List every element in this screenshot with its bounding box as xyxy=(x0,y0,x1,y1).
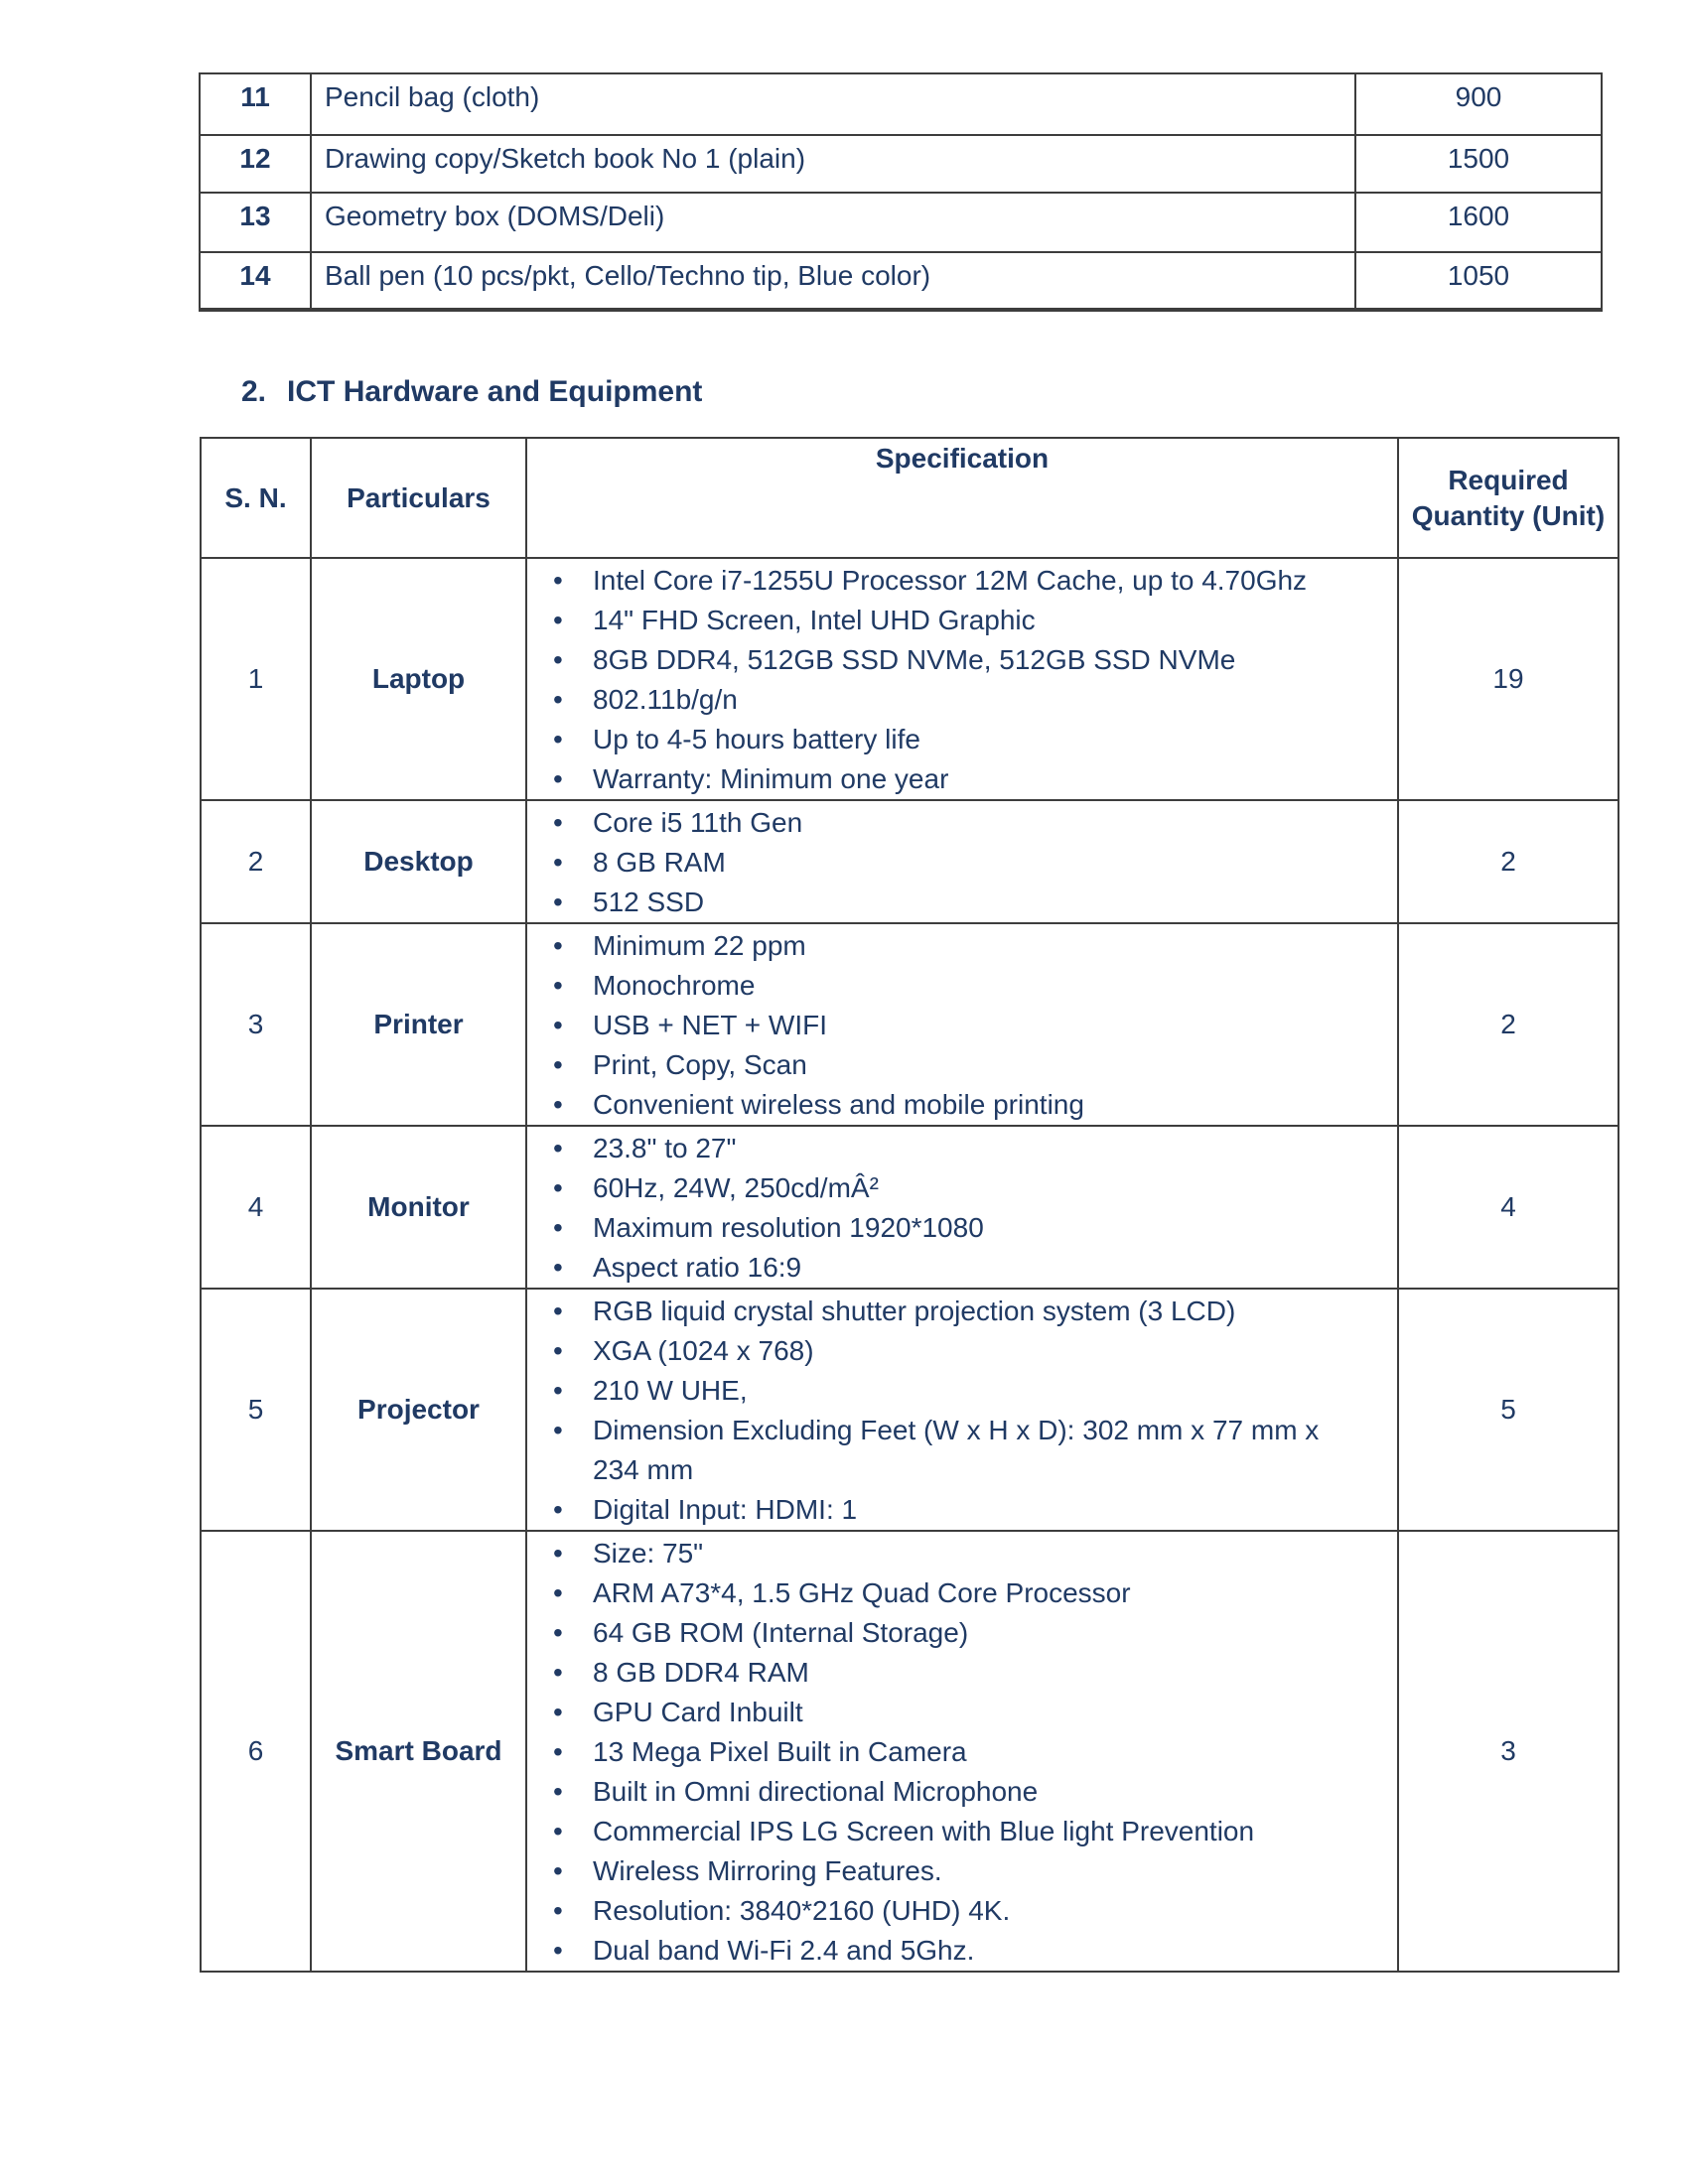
spec-item: 802.11b/g/n xyxy=(528,680,1396,720)
row-number: 1 xyxy=(200,557,312,801)
spec-item: Resolution: 3840*2160 (UHD) 4K. xyxy=(528,1891,1396,1931)
specification-cell: Intel Core i7-1255U Processor 12M Cache,… xyxy=(525,557,1399,801)
ict-hardware-table: S. N. Particulars Specification Required… xyxy=(200,437,1619,1973)
spec-item: 14" FHD Screen, Intel UHD Graphic xyxy=(528,601,1396,640)
section-heading: 2. ICT Hardware and Equipment xyxy=(241,375,702,409)
spec-item: Core i5 11th Gen xyxy=(528,803,1396,843)
header-row: S. N. Particulars Specification Required… xyxy=(200,437,1619,559)
spec-item: Minimum 22 ppm xyxy=(528,926,1396,966)
spec-list: Core i5 11th Gen 8 GB RAM 512 SSD xyxy=(528,803,1396,921)
spec-item: USB + NET + WIFI xyxy=(528,1006,1396,1045)
spec-item: 8GB DDR4, 512GB SSD NVMe, 512GB SSD NVMe xyxy=(528,640,1396,680)
spec-item: 13 Mega Pixel Built in Camera xyxy=(528,1732,1396,1772)
spec-list: Size: 75" ARM A73*4, 1.5 GHz Quad Core P… xyxy=(528,1534,1396,1970)
row-number: 4 xyxy=(200,1125,312,1290)
row-number: 13 xyxy=(199,192,312,253)
spec-list: Minimum 22 ppm Monochrome USB + NET + WI… xyxy=(528,926,1396,1124)
specification-cell: Size: 75" ARM A73*4, 1.5 GHz Quad Core P… xyxy=(525,1530,1399,1973)
table-row-projector: 5 Projector RGB liquid crystal shutter p… xyxy=(200,1288,1619,1532)
spec-item: 8 GB DDR4 RAM xyxy=(528,1653,1396,1693)
item-quantity: 1050 xyxy=(1354,251,1603,312)
spec-item: Monochrome xyxy=(528,966,1396,1006)
spec-item: Up to 4-5 hours battery life xyxy=(528,720,1396,759)
item-name: Pencil bag (cloth) xyxy=(310,72,1356,136)
particulars: Projector xyxy=(310,1288,527,1532)
row-number: 5 xyxy=(200,1288,312,1532)
item-name: Ball pen (10 pcs/pkt, Cello/Techno tip, … xyxy=(310,251,1356,312)
item-quantity: 1600 xyxy=(1354,192,1603,253)
section-title: ICT Hardware and Equipment xyxy=(287,375,703,408)
table-row-smart-board: 6 Smart Board Size: 75" ARM A73*4, 1.5 G… xyxy=(200,1530,1619,1973)
specification-cell: RGB liquid crystal shutter projection sy… xyxy=(525,1288,1399,1532)
spec-item: RGB liquid crystal shutter projection sy… xyxy=(528,1292,1396,1331)
col-header-specification: Specification xyxy=(525,437,1399,559)
table-row-laptop: 1 Laptop Intel Core i7-1255U Processor 1… xyxy=(200,557,1619,801)
required-quantity: 5 xyxy=(1397,1288,1619,1532)
table-row: 12 Drawing copy/Sketch book No 1 (plain)… xyxy=(199,134,1603,194)
spec-item: 60Hz, 24W, 250cd/mÂ² xyxy=(528,1168,1396,1208)
spec-item: Size: 75" xyxy=(528,1534,1396,1573)
spec-item: 8 GB RAM xyxy=(528,843,1396,883)
spec-item: Digital Input: HDMI: 1 xyxy=(528,1490,1396,1529)
specification-cell: Core i5 11th Gen 8 GB RAM 512 SSD xyxy=(525,799,1399,924)
table-row-desktop: 2 Desktop Core i5 11th Gen 8 GB RAM 512 … xyxy=(200,799,1619,924)
particulars: Laptop xyxy=(310,557,527,801)
required-quantity: 19 xyxy=(1397,557,1619,801)
table-row-printer: 3 Printer Minimum 22 ppm Monochrome USB … xyxy=(200,922,1619,1127)
item-quantity: 1500 xyxy=(1354,134,1603,194)
spec-item: 23.8" to 27" xyxy=(528,1129,1396,1168)
spec-item: ARM A73*4, 1.5 GHz Quad Core Processor xyxy=(528,1573,1396,1613)
specification-cell: 23.8" to 27" 60Hz, 24W, 250cd/mÂ² Maximu… xyxy=(525,1125,1399,1290)
required-quantity: 4 xyxy=(1397,1125,1619,1290)
row-number: 14 xyxy=(199,251,312,312)
specification-cell: Minimum 22 ppm Monochrome USB + NET + WI… xyxy=(525,922,1399,1127)
row-number: 2 xyxy=(200,799,312,924)
table-row: 14 Ball pen (10 pcs/pkt, Cello/Techno ti… xyxy=(199,251,1603,312)
spec-list: Intel Core i7-1255U Processor 12M Cache,… xyxy=(528,561,1396,798)
table-row: 13 Geometry box (DOMS/Deli) 1600 xyxy=(199,192,1603,253)
spec-item: 64 GB ROM (Internal Storage) xyxy=(528,1613,1396,1653)
item-name: Drawing copy/Sketch book No 1 (plain) xyxy=(310,134,1356,194)
required-quantity: 3 xyxy=(1397,1530,1619,1973)
col-header-quantity: Required Quantity (Unit) xyxy=(1397,437,1619,559)
spec-item: XGA (1024 x 768) xyxy=(528,1331,1396,1371)
spec-list: 23.8" to 27" 60Hz, 24W, 250cd/mÂ² Maximu… xyxy=(528,1129,1396,1287)
row-number: 3 xyxy=(200,922,312,1127)
table-row: 11 Pencil bag (cloth) 900 xyxy=(199,72,1603,136)
spec-item: Built in Omni directional Microphone xyxy=(528,1772,1396,1812)
spec-item: 512 SSD xyxy=(528,883,1396,921)
particulars: Desktop xyxy=(310,799,527,924)
particulars: Printer xyxy=(310,922,527,1127)
table-row-monitor: 4 Monitor 23.8" to 27" 60Hz, 24W, 250cd/… xyxy=(200,1125,1619,1290)
particulars: Smart Board xyxy=(310,1530,527,1973)
item-name: Geometry box (DOMS/Deli) xyxy=(310,192,1356,253)
spec-item: Print, Copy, Scan xyxy=(528,1045,1396,1085)
required-quantity: 2 xyxy=(1397,799,1619,924)
spec-item: GPU Card Inbuilt xyxy=(528,1693,1396,1732)
spec-item: Dual band Wi-Fi 2.4 and 5Ghz. xyxy=(528,1931,1396,1970)
spec-item: Maximum resolution 1920*1080 xyxy=(528,1208,1396,1248)
spec-item: Convenient wireless and mobile printing xyxy=(528,1085,1396,1124)
col-header-sn: S. N. xyxy=(200,437,312,559)
stationery-items-table: 11 Pencil bag (cloth) 900 12 Drawing cop… xyxy=(199,72,1603,312)
spec-item: 210 W UHE, xyxy=(528,1371,1396,1411)
spec-item: Intel Core i7-1255U Processor 12M Cache,… xyxy=(528,561,1396,601)
spec-item: Commercial IPS LG Screen with Blue light… xyxy=(528,1812,1396,1851)
row-number: 12 xyxy=(199,134,312,194)
spec-item: Dimension Excluding Feet (W x H x D): 30… xyxy=(528,1411,1396,1490)
spec-item: Warranty: Minimum one year xyxy=(528,759,1396,798)
row-number: 11 xyxy=(199,72,312,136)
col-header-particulars: Particulars xyxy=(310,437,527,559)
spec-item: Aspect ratio 16:9 xyxy=(528,1248,1396,1287)
row-number: 6 xyxy=(200,1530,312,1973)
spec-item: Wireless Mirroring Features. xyxy=(528,1851,1396,1891)
required-quantity: 2 xyxy=(1397,922,1619,1127)
section-number: 2. xyxy=(241,375,267,408)
item-quantity: 900 xyxy=(1354,72,1603,136)
particulars: Monitor xyxy=(310,1125,527,1290)
spec-list: RGB liquid crystal shutter projection sy… xyxy=(528,1292,1396,1529)
